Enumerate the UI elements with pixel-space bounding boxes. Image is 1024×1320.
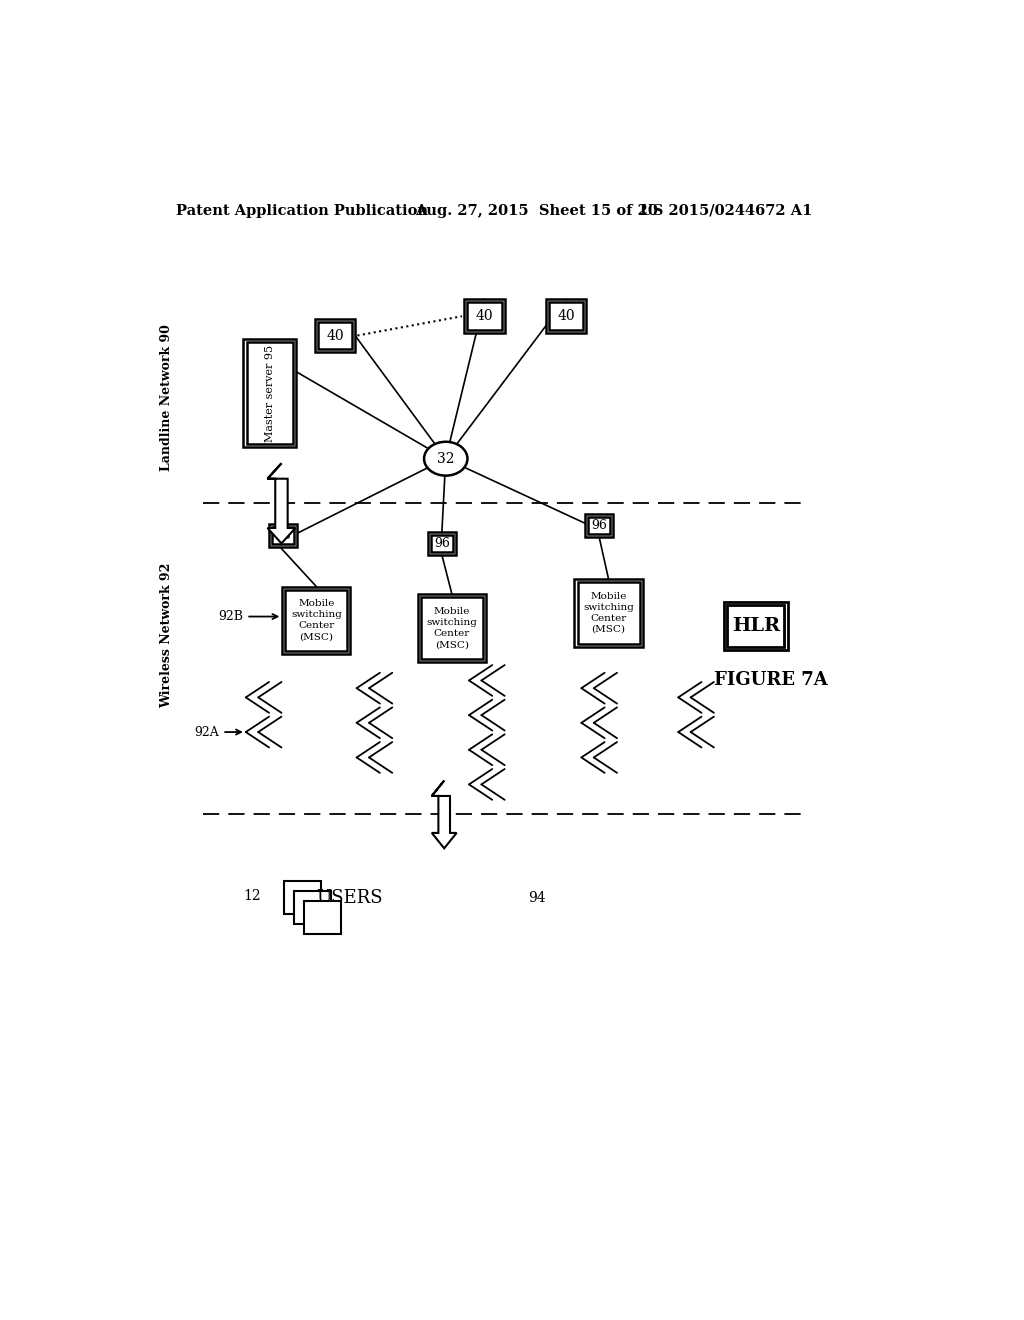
Text: 92B: 92B [218,610,278,623]
Text: Mobile
switching
Center
(MSC): Mobile switching Center (MSC) [583,591,634,634]
Text: Wireless Network 92: Wireless Network 92 [160,564,173,709]
Text: 92A: 92A [195,726,241,739]
Bar [314,318,355,352]
Polygon shape [432,780,457,849]
Bar [269,524,297,548]
Bar [247,342,293,444]
Bar [546,300,586,333]
Bar [418,594,486,663]
Bar [286,590,347,651]
Bar [317,322,352,350]
Text: Mobile
switching
Center
(MSC): Mobile switching Center (MSC) [427,607,477,649]
Bar [727,605,784,647]
Text: US 2015/0244672 A1: US 2015/0244672 A1 [640,203,812,218]
Bar [578,582,640,644]
Text: Mobile
switching
Center
(MSC): Mobile switching Center (MSC) [291,599,342,642]
Text: Landline Network 90: Landline Network 90 [160,323,173,470]
Text: 40: 40 [557,309,574,323]
Text: 40: 40 [476,309,494,323]
Bar [431,535,453,552]
Bar [586,513,613,537]
Text: USERS: USERS [316,888,383,907]
Bar [294,891,331,924]
Text: 96: 96 [275,529,291,543]
Bar [421,597,483,659]
Text: 96: 96 [591,519,607,532]
Text: 94: 94 [528,891,546,904]
Text: Patent Application Publication: Patent Application Publication [176,203,428,218]
Bar [284,882,321,913]
Bar [574,579,643,647]
Bar [464,300,505,333]
Text: 96: 96 [434,537,450,550]
Bar [549,302,583,330]
Polygon shape [267,463,295,544]
Bar [724,602,787,649]
Text: Master server 95: Master server 95 [265,345,274,442]
Bar [428,532,456,554]
Bar [589,517,610,535]
Text: 40: 40 [326,329,344,342]
Bar [304,902,341,933]
Ellipse shape [424,442,467,475]
Text: 32: 32 [437,451,455,466]
Bar [467,302,502,330]
Bar [283,586,350,655]
Text: HLR: HLR [732,616,780,635]
Text: FIGURE 7A: FIGURE 7A [715,672,828,689]
Text: Aug. 27, 2015  Sheet 15 of 20: Aug. 27, 2015 Sheet 15 of 20 [415,203,657,218]
Bar [272,527,294,544]
Bar [244,339,296,447]
Text: 12: 12 [243,890,261,903]
